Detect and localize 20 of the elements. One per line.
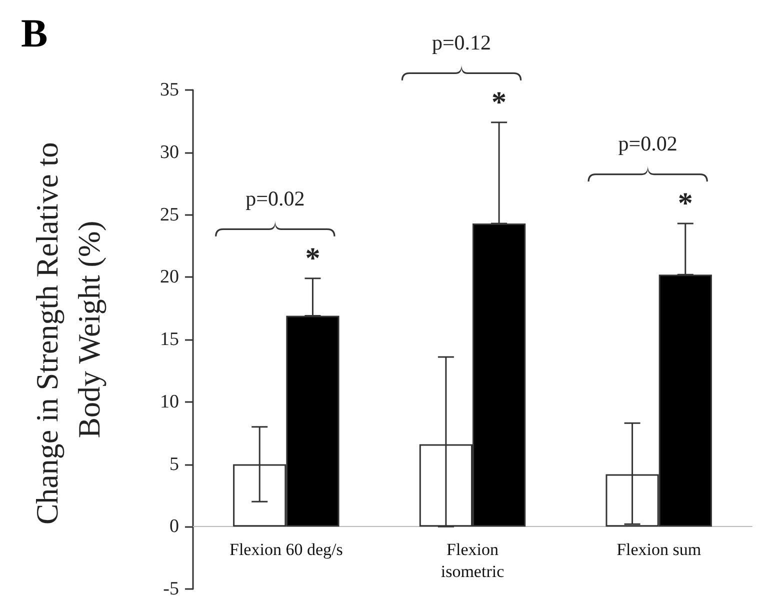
- y-tick-label: 15: [160, 329, 179, 350]
- annotation: p=0.02: [246, 186, 305, 210]
- y-tick-label: 30: [160, 142, 179, 163]
- text: p=0.12: [432, 30, 492, 54]
- y-tick-label: 0: [170, 516, 179, 538]
- annotation: p=0.02: [618, 131, 678, 156]
- x-tick-label: Flexion 60 deg/s: [229, 540, 343, 560]
- y-tick-label: 10: [160, 391, 179, 412]
- x-tick-label: Flexion isometric: [440, 540, 505, 582]
- y-tick-label: 5: [170, 454, 179, 475]
- annotation: *: [678, 186, 693, 220]
- x-tick-label: Flexion sum: [616, 540, 702, 560]
- y-tick-label: 20: [160, 266, 179, 288]
- y-tick-label: 35: [160, 80, 179, 100]
- annotation: *: [305, 242, 320, 275]
- chart-title: B: [21, 10, 48, 56]
- y-tick-label: 25: [160, 204, 179, 226]
- y-axis-title: Change in Strength Relative to Body Weight (%): [30, 134, 106, 525]
- annotation: *: [492, 86, 507, 119]
- y-tick-label: -5: [163, 578, 179, 600]
